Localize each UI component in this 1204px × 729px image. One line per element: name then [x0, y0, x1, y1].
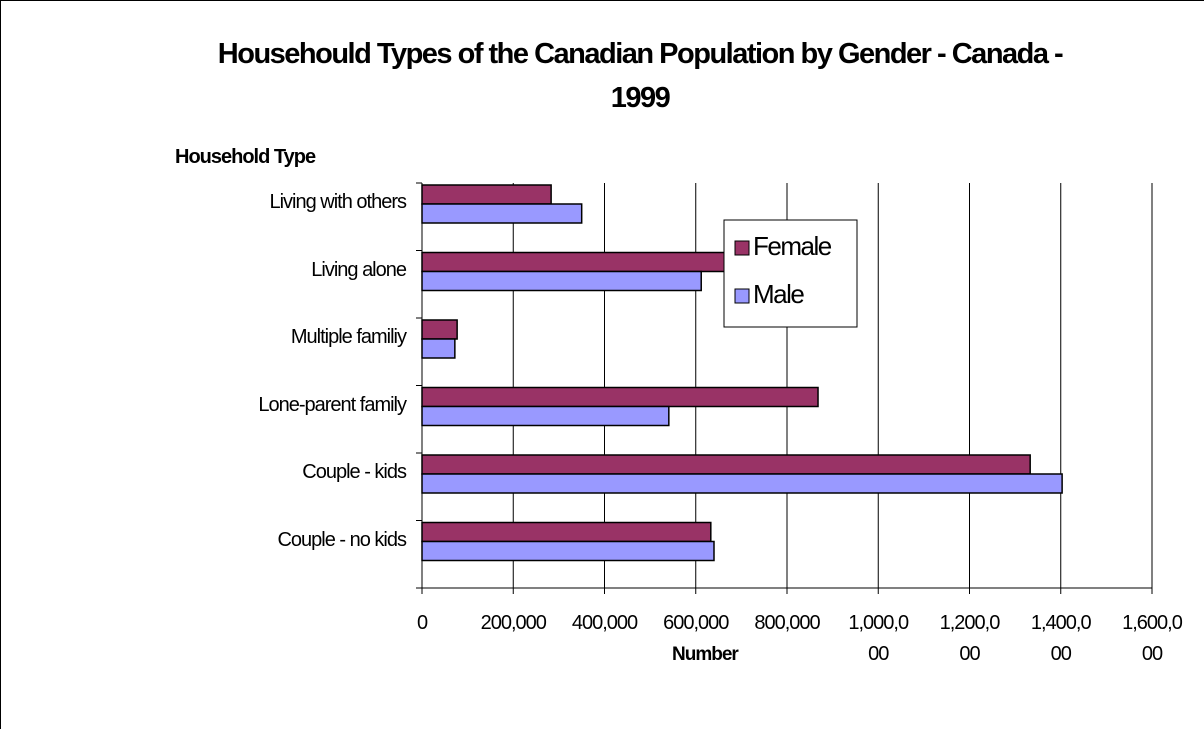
y-tick-label: Living alone — [311, 258, 407, 281]
x-axis-label: Number — [672, 644, 739, 665]
legend-label: Male — [753, 279, 805, 309]
bar — [421, 386, 819, 408]
x-tick-label: 200,000 — [480, 612, 547, 634]
bar — [421, 251, 738, 273]
legend-swatch — [734, 288, 750, 304]
bar — [421, 454, 1031, 475]
x-tick-label: 800,000 — [754, 612, 820, 634]
x-tick-label: 400,000 — [571, 612, 638, 634]
x-tick-label: 1,400,000 — [1030, 612, 1092, 665]
x-tick-label: 1,000,000 — [848, 612, 909, 665]
legend-swatch — [734, 240, 750, 256]
x-tick-label: 1,600,000 — [1122, 612, 1183, 665]
bar — [421, 203, 583, 224]
x-tick-label: 600,000 — [663, 612, 729, 634]
bar — [421, 473, 1063, 494]
x-tick-label: 1,200,000 — [939, 612, 1001, 665]
y-axis-label: Household Type — [175, 146, 316, 168]
bar — [421, 540, 715, 562]
bar — [421, 184, 552, 205]
bar — [421, 338, 456, 359]
legend-box — [723, 219, 858, 328]
y-tick-label: Couple - no kids — [277, 528, 407, 551]
bar — [421, 270, 702, 292]
bar — [421, 405, 670, 427]
y-tick-label: Multiple familiy — [290, 326, 407, 348]
chart-title: Househould Types of the Canadian Populat… — [217, 38, 1064, 114]
y-tick-label: Living with others — [269, 191, 407, 213]
x-tick-label: 0 — [416, 612, 428, 634]
bar — [421, 521, 712, 543]
legend-label: Female — [753, 231, 832, 261]
bar — [421, 319, 458, 340]
y-tick-label: Couple - kids — [302, 461, 407, 483]
y-tick-label: Lone-parent family — [258, 393, 407, 416]
